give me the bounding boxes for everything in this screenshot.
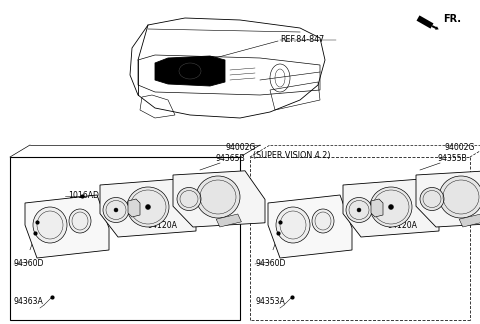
Text: 1016AD: 1016AD <box>68 191 99 201</box>
Ellipse shape <box>276 207 310 243</box>
Ellipse shape <box>145 204 151 210</box>
Text: 94120A: 94120A <box>148 222 178 230</box>
Ellipse shape <box>346 198 372 223</box>
Polygon shape <box>416 171 480 227</box>
FancyArrow shape <box>432 25 439 30</box>
Text: (SUPER VISION 4.2): (SUPER VISION 4.2) <box>253 151 331 160</box>
Ellipse shape <box>388 204 394 210</box>
Polygon shape <box>216 214 241 227</box>
Ellipse shape <box>103 198 129 223</box>
Ellipse shape <box>312 209 334 233</box>
Text: 94002G: 94002G <box>226 143 256 152</box>
Ellipse shape <box>357 208 361 212</box>
Polygon shape <box>155 56 225 86</box>
Ellipse shape <box>370 187 412 227</box>
Polygon shape <box>371 199 383 217</box>
Ellipse shape <box>69 209 91 233</box>
Polygon shape <box>343 179 439 237</box>
Polygon shape <box>268 195 352 258</box>
Text: 94360D: 94360D <box>14 260 45 269</box>
Polygon shape <box>100 179 196 237</box>
Text: 94353A: 94353A <box>256 297 286 307</box>
Ellipse shape <box>439 176 480 218</box>
Ellipse shape <box>33 207 67 243</box>
Ellipse shape <box>114 208 118 212</box>
Text: 94355B: 94355B <box>437 154 467 163</box>
Ellipse shape <box>127 187 169 227</box>
Ellipse shape <box>177 188 201 211</box>
Polygon shape <box>128 199 140 217</box>
Ellipse shape <box>420 188 444 211</box>
Text: 94365B: 94365B <box>215 154 245 163</box>
Polygon shape <box>459 214 480 227</box>
Polygon shape <box>173 171 265 227</box>
Text: 94120A: 94120A <box>388 222 418 230</box>
Text: FR.: FR. <box>443 14 461 24</box>
Text: 94363A: 94363A <box>14 297 44 307</box>
Polygon shape <box>25 195 109 258</box>
Ellipse shape <box>196 176 240 218</box>
FancyArrow shape <box>417 16 433 29</box>
Text: 94360D: 94360D <box>256 260 287 269</box>
Text: 94002G: 94002G <box>445 143 475 152</box>
Text: REF.84-847: REF.84-847 <box>280 36 324 44</box>
